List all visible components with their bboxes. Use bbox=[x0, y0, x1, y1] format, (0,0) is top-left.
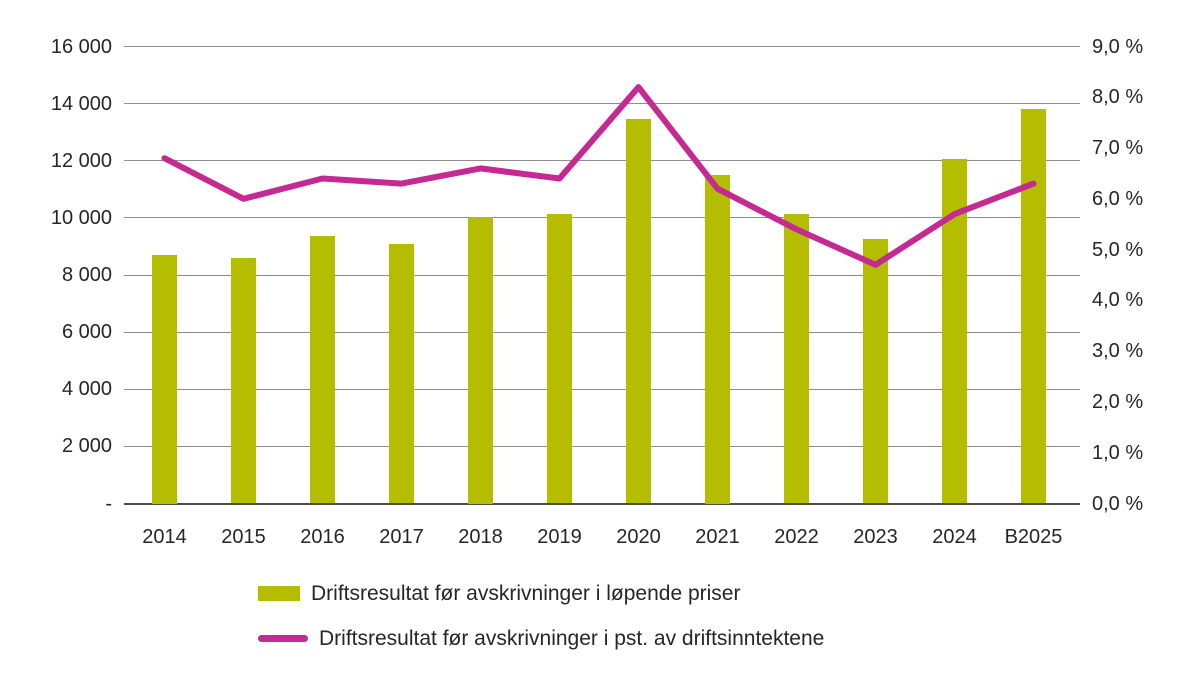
legend-swatch-line bbox=[258, 635, 308, 642]
x-axis-label-2024: 2024 bbox=[932, 526, 977, 548]
legend-swatch-bar bbox=[258, 586, 300, 601]
left-axis-tick-label: - bbox=[105, 492, 112, 515]
gridline bbox=[124, 103, 1080, 105]
bar-2017 bbox=[389, 243, 414, 504]
right-axis-tick-label: 4,0 % bbox=[1092, 289, 1144, 312]
right-axis-tick-label: 7,0 % bbox=[1092, 137, 1144, 160]
x-axis-label-2016: 2016 bbox=[300, 526, 345, 548]
legend-item: Driftsresultat før avskrivninger i pst. … bbox=[258, 626, 824, 651]
left-axis-tick-label: 14 000 bbox=[50, 92, 112, 115]
bar-2022 bbox=[784, 213, 809, 504]
x-axis-label-2019: 2019 bbox=[537, 526, 582, 548]
left-axis-tick-label: 2 000 bbox=[61, 435, 112, 458]
x-axis-label-2022: 2022 bbox=[774, 526, 819, 548]
gridline bbox=[124, 217, 1080, 219]
left-axis-tick-label: 16 000 bbox=[50, 35, 112, 58]
gridline bbox=[124, 160, 1080, 162]
bar-2023 bbox=[863, 239, 888, 504]
legend-label: Driftsresultat før avskrivninger i pst. … bbox=[319, 627, 825, 650]
left-axis-tick-label: 12 000 bbox=[50, 149, 112, 172]
bar-2018 bbox=[468, 217, 493, 504]
bar-2016 bbox=[310, 236, 335, 504]
x-axis-label-2020: 2020 bbox=[616, 526, 661, 548]
x-axis-label-2015: 2015 bbox=[221, 526, 266, 548]
legend-label: Driftsresultat før avskrivninger i løpen… bbox=[311, 582, 741, 605]
right-axis-tick-label: 2,0 % bbox=[1092, 390, 1144, 413]
gridline bbox=[124, 46, 1080, 47]
right-axis-tick-label: 0,0 % bbox=[1092, 492, 1144, 515]
bar-2014 bbox=[152, 255, 177, 504]
bar-2020 bbox=[626, 119, 651, 504]
right-axis-tick-label: 1,0 % bbox=[1092, 441, 1144, 464]
gridline bbox=[124, 331, 1080, 333]
bar-B2025 bbox=[1021, 109, 1046, 504]
x-axis-label-2018: 2018 bbox=[458, 526, 503, 548]
right-axis-tick-label: 5,0 % bbox=[1092, 238, 1144, 261]
x-axis-label-2014: 2014 bbox=[142, 526, 187, 548]
x-axis-label-2023: 2023 bbox=[853, 526, 898, 548]
right-axis-tick-label: 8,0 % bbox=[1092, 86, 1144, 109]
x-axis-label-B2025: B2025 bbox=[1004, 526, 1063, 548]
gridline bbox=[124, 388, 1080, 390]
line-series bbox=[161, 84, 1037, 268]
legend-item: Driftsresultat før avskrivninger i løpen… bbox=[258, 581, 824, 606]
bar-2019 bbox=[547, 213, 572, 504]
gridline bbox=[124, 274, 1080, 276]
x-axis-label-2021: 2021 bbox=[695, 526, 740, 548]
bar-2024 bbox=[942, 159, 967, 504]
bar-2015 bbox=[231, 257, 256, 504]
gridline bbox=[124, 445, 1080, 447]
left-axis-tick-label: 10 000 bbox=[50, 206, 112, 229]
right-axis-tick-label: 6,0 % bbox=[1092, 187, 1144, 210]
x-axis-label-2017: 2017 bbox=[379, 526, 424, 548]
legend: Driftsresultat før avskrivninger i løpen… bbox=[258, 581, 824, 651]
right-axis-tick-label: 3,0 % bbox=[1092, 340, 1144, 363]
bar-2021 bbox=[705, 175, 730, 504]
left-axis-tick-label: 4 000 bbox=[61, 378, 112, 401]
left-axis-tick-label: 8 000 bbox=[61, 264, 112, 286]
left-axis-tick-label: 6 000 bbox=[61, 321, 112, 344]
right-axis-tick-label: 9,0 % bbox=[1092, 35, 1144, 58]
x-axis-line bbox=[124, 502, 1080, 505]
